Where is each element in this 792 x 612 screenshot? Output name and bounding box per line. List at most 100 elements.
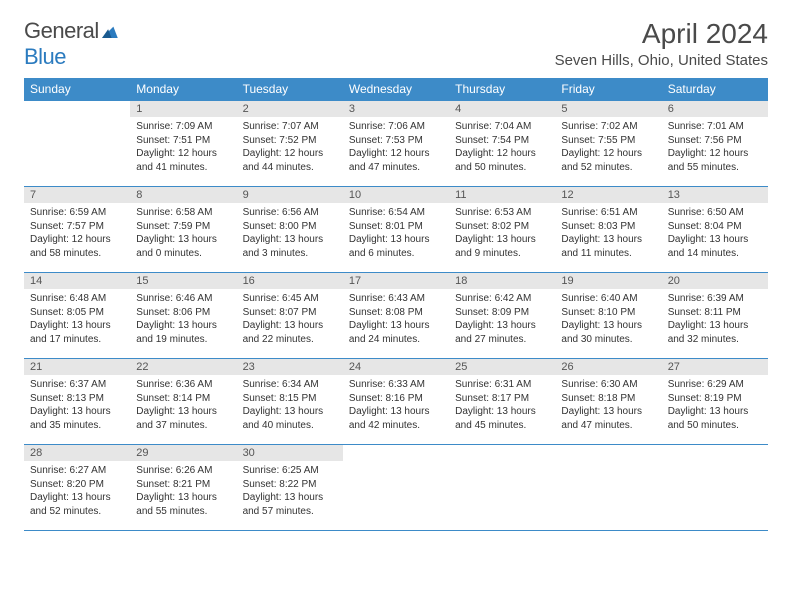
calendar-row: 7Sunrise: 6:59 AMSunset: 7:57 PMDaylight… (24, 187, 768, 273)
sunrise-text: Sunrise: 6:37 AM (30, 378, 124, 392)
sunset-text: Sunset: 8:10 PM (561, 306, 655, 320)
brand-blue: Blue (24, 44, 66, 69)
daylight-text: Daylight: 12 hours and 44 minutes. (243, 147, 337, 174)
day-number: 10 (343, 187, 449, 203)
sunset-text: Sunset: 8:02 PM (455, 220, 549, 234)
calendar-cell: 18Sunrise: 6:42 AMSunset: 8:09 PMDayligh… (449, 273, 555, 359)
sunset-text: Sunset: 8:16 PM (349, 392, 443, 406)
location-label: Seven Hills, Ohio, United States (555, 52, 768, 69)
day-number: 16 (237, 273, 343, 289)
day-detail: Sunrise: 6:33 AMSunset: 8:16 PMDaylight:… (343, 375, 449, 436)
sunrise-text: Sunrise: 6:59 AM (30, 206, 124, 220)
day-number: 25 (449, 359, 555, 375)
sunset-text: Sunset: 8:20 PM (30, 478, 124, 492)
calendar-cell: 24Sunrise: 6:33 AMSunset: 8:16 PMDayligh… (343, 359, 449, 445)
day-number: 30 (237, 445, 343, 461)
day-detail: Sunrise: 6:53 AMSunset: 8:02 PMDaylight:… (449, 203, 555, 264)
daylight-text: Daylight: 13 hours and 57 minutes. (243, 491, 337, 518)
day-detail: Sunrise: 6:39 AMSunset: 8:11 PMDaylight:… (662, 289, 768, 350)
daylight-text: Daylight: 13 hours and 50 minutes. (668, 405, 762, 432)
day-detail: Sunrise: 6:46 AMSunset: 8:06 PMDaylight:… (130, 289, 236, 350)
sunrise-text: Sunrise: 6:27 AM (30, 464, 124, 478)
day-number: 13 (662, 187, 768, 203)
day-number: 8 (130, 187, 236, 203)
sunset-text: Sunset: 8:09 PM (455, 306, 549, 320)
daylight-text: Daylight: 13 hours and 24 minutes. (349, 319, 443, 346)
daylight-text: Daylight: 13 hours and 9 minutes. (455, 233, 549, 260)
header: GeneralBlue April 2024 Seven Hills, Ohio… (24, 18, 768, 70)
daylight-text: Daylight: 12 hours and 55 minutes. (668, 147, 762, 174)
sunrise-text: Sunrise: 6:39 AM (668, 292, 762, 306)
calendar-row: 14Sunrise: 6:48 AMSunset: 8:05 PMDayligh… (24, 273, 768, 359)
sunset-text: Sunset: 8:18 PM (561, 392, 655, 406)
sunrise-text: Sunrise: 6:48 AM (30, 292, 124, 306)
dow-sat: Saturday (662, 78, 768, 101)
calendar-cell: 8Sunrise: 6:58 AMSunset: 7:59 PMDaylight… (130, 187, 236, 273)
day-number: 18 (449, 273, 555, 289)
calendar-cell: 25Sunrise: 6:31 AMSunset: 8:17 PMDayligh… (449, 359, 555, 445)
day-number: 24 (343, 359, 449, 375)
day-detail: Sunrise: 6:30 AMSunset: 8:18 PMDaylight:… (555, 375, 661, 436)
day-number: 15 (130, 273, 236, 289)
sunset-text: Sunset: 8:21 PM (136, 478, 230, 492)
calendar-cell: 10Sunrise: 6:54 AMSunset: 8:01 PMDayligh… (343, 187, 449, 273)
sunrise-text: Sunrise: 6:50 AM (668, 206, 762, 220)
dow-header-row: Sunday Monday Tuesday Wednesday Thursday… (24, 78, 768, 101)
calendar-row: 1Sunrise: 7:09 AMSunset: 7:51 PMDaylight… (24, 101, 768, 187)
day-detail: Sunrise: 6:25 AMSunset: 8:22 PMDaylight:… (237, 461, 343, 522)
day-detail: Sunrise: 6:40 AMSunset: 8:10 PMDaylight:… (555, 289, 661, 350)
sunset-text: Sunset: 8:04 PM (668, 220, 762, 234)
day-number: 17 (343, 273, 449, 289)
day-number (449, 445, 555, 461)
calendar-cell (24, 101, 130, 187)
sunrise-text: Sunrise: 6:31 AM (455, 378, 549, 392)
sunrise-text: Sunrise: 6:54 AM (349, 206, 443, 220)
day-number: 2 (237, 101, 343, 117)
calendar-cell: 28Sunrise: 6:27 AMSunset: 8:20 PMDayligh… (24, 445, 130, 531)
calendar-cell: 9Sunrise: 6:56 AMSunset: 8:00 PMDaylight… (237, 187, 343, 273)
day-detail: Sunrise: 6:48 AMSunset: 8:05 PMDaylight:… (24, 289, 130, 350)
day-detail: Sunrise: 7:06 AMSunset: 7:53 PMDaylight:… (343, 117, 449, 178)
sunset-text: Sunset: 8:15 PM (243, 392, 337, 406)
sunset-text: Sunset: 8:07 PM (243, 306, 337, 320)
daylight-text: Daylight: 13 hours and 30 minutes. (561, 319, 655, 346)
calendar-body: 1Sunrise: 7:09 AMSunset: 7:51 PMDaylight… (24, 101, 768, 531)
sunset-text: Sunset: 8:22 PM (243, 478, 337, 492)
calendar-cell: 16Sunrise: 6:45 AMSunset: 8:07 PMDayligh… (237, 273, 343, 359)
sunset-text: Sunset: 7:51 PM (136, 134, 230, 148)
calendar-cell: 22Sunrise: 6:36 AMSunset: 8:14 PMDayligh… (130, 359, 236, 445)
day-detail: Sunrise: 6:56 AMSunset: 8:00 PMDaylight:… (237, 203, 343, 264)
sunrise-text: Sunrise: 7:02 AM (561, 120, 655, 134)
daylight-text: Daylight: 13 hours and 14 minutes. (668, 233, 762, 260)
sunset-text: Sunset: 7:54 PM (455, 134, 549, 148)
sunset-text: Sunset: 8:11 PM (668, 306, 762, 320)
calendar-cell (449, 445, 555, 531)
day-number: 19 (555, 273, 661, 289)
daylight-text: Daylight: 12 hours and 41 minutes. (136, 147, 230, 174)
day-number (662, 445, 768, 461)
calendar-cell (343, 445, 449, 531)
day-detail: Sunrise: 7:02 AMSunset: 7:55 PMDaylight:… (555, 117, 661, 178)
day-number: 4 (449, 101, 555, 117)
calendar-cell (555, 445, 661, 531)
sunrise-text: Sunrise: 6:30 AM (561, 378, 655, 392)
day-number: 26 (555, 359, 661, 375)
sunset-text: Sunset: 8:08 PM (349, 306, 443, 320)
title-block: April 2024 Seven Hills, Ohio, United Sta… (555, 18, 768, 69)
day-detail: Sunrise: 6:58 AMSunset: 7:59 PMDaylight:… (130, 203, 236, 264)
day-detail: Sunrise: 6:43 AMSunset: 8:08 PMDaylight:… (343, 289, 449, 350)
sunrise-text: Sunrise: 6:56 AM (243, 206, 337, 220)
day-number: 7 (24, 187, 130, 203)
day-detail: Sunrise: 7:04 AMSunset: 7:54 PMDaylight:… (449, 117, 555, 178)
day-detail: Sunrise: 6:54 AMSunset: 8:01 PMDaylight:… (343, 203, 449, 264)
calendar-cell: 3Sunrise: 7:06 AMSunset: 7:53 PMDaylight… (343, 101, 449, 187)
calendar-table: Sunday Monday Tuesday Wednesday Thursday… (24, 78, 768, 531)
sunrise-text: Sunrise: 6:40 AM (561, 292, 655, 306)
daylight-text: Daylight: 13 hours and 55 minutes. (136, 491, 230, 518)
day-number: 1 (130, 101, 236, 117)
sunrise-text: Sunrise: 6:46 AM (136, 292, 230, 306)
day-number (555, 445, 661, 461)
day-number: 20 (662, 273, 768, 289)
calendar-cell: 4Sunrise: 7:04 AMSunset: 7:54 PMDaylight… (449, 101, 555, 187)
calendar-cell: 5Sunrise: 7:02 AMSunset: 7:55 PMDaylight… (555, 101, 661, 187)
